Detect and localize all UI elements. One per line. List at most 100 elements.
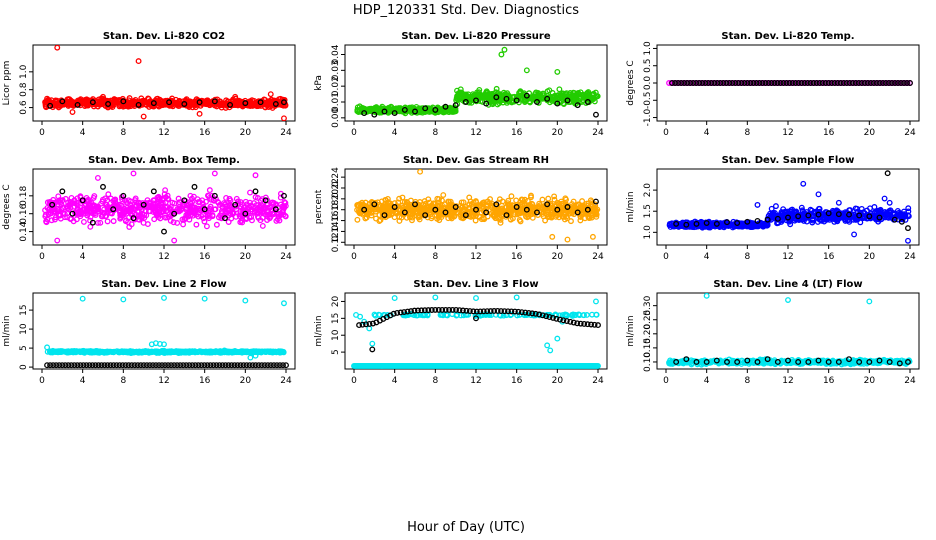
sample-point	[527, 95, 534, 102]
average-point	[281, 192, 287, 199]
sample-point	[798, 204, 805, 211]
sample-point	[385, 109, 392, 116]
sample-point	[143, 203, 150, 210]
sample-point	[101, 206, 108, 213]
average-point	[744, 80, 751, 86]
sample-point	[458, 199, 465, 206]
x-tick-label: 16	[823, 252, 835, 262]
sample-point	[67, 99, 74, 105]
average-point	[412, 201, 418, 208]
x-tick-label: 16	[199, 128, 211, 138]
x-tick-label: 12	[158, 376, 169, 386]
average-point	[283, 362, 289, 369]
sample-point	[267, 91, 274, 98]
average-point	[181, 101, 188, 107]
sample-point	[186, 208, 193, 215]
x-tick-label: 4	[392, 252, 398, 262]
x-tick-label: 12	[470, 376, 481, 386]
plot-area	[42, 170, 289, 244]
sample-point	[144, 221, 151, 228]
average-point	[554, 100, 561, 107]
y-tick-label: 5	[19, 345, 29, 351]
sample-point	[577, 213, 584, 220]
average-point	[150, 100, 157, 107]
average-point	[231, 362, 238, 369]
average-point	[747, 80, 754, 86]
sample-point	[764, 222, 771, 229]
sample-point	[193, 221, 200, 228]
sample-point	[127, 210, 134, 217]
x-tick-label: 0	[39, 128, 45, 138]
sample-point	[187, 192, 194, 199]
sample-point	[891, 214, 898, 221]
x-tick-label: 8	[120, 252, 126, 262]
average-point	[196, 99, 203, 106]
average-point	[473, 206, 479, 213]
sample-point	[462, 311, 469, 318]
plot-area	[351, 294, 601, 369]
sample-point	[871, 204, 878, 210]
sample-point	[235, 198, 241, 205]
y-tick-label: -1.0	[643, 108, 653, 126]
sample-point	[79, 295, 86, 302]
sample-point	[513, 197, 520, 204]
average-point	[242, 210, 249, 217]
y-tick-label: 0.22	[331, 178, 341, 198]
sample-point	[117, 212, 124, 219]
sample-point	[448, 214, 455, 221]
sample-point	[793, 208, 800, 215]
x-tick-label: 24	[280, 128, 292, 138]
average-point	[846, 80, 853, 86]
sample-point	[362, 215, 369, 222]
sample-point	[446, 198, 452, 205]
average-point	[222, 362, 229, 369]
sample-point	[468, 200, 475, 207]
sample-point	[466, 194, 473, 201]
sample-point	[156, 195, 163, 202]
sample-point	[261, 96, 268, 103]
average-point	[412, 108, 418, 115]
average-point	[544, 201, 551, 208]
average-point	[149, 362, 156, 369]
average-point	[673, 220, 680, 227]
average-point	[714, 80, 721, 86]
average-point	[819, 80, 826, 86]
sample-point	[238, 99, 245, 106]
average-point	[83, 362, 90, 369]
y-axis-label: ml/min	[2, 315, 12, 346]
y-tick-label: 15	[331, 313, 341, 324]
average-point	[831, 80, 838, 86]
average-point	[734, 220, 741, 226]
average-point	[696, 80, 703, 86]
sample-point	[83, 206, 90, 213]
y-tick-label: 2.0	[643, 183, 653, 198]
average-point	[432, 106, 439, 113]
sample-point	[507, 216, 514, 223]
x-tick-label: 12	[158, 252, 169, 262]
average-point	[137, 362, 144, 369]
sample-point	[263, 100, 270, 107]
average-point	[159, 362, 165, 369]
average-point	[764, 216, 771, 223]
average-point	[249, 362, 256, 369]
average-point	[861, 80, 868, 86]
sample-point	[267, 103, 274, 110]
sample-point	[886, 199, 893, 206]
sample-point	[74, 195, 81, 202]
average-point	[483, 209, 490, 216]
y-tick-label: 15	[19, 304, 29, 315]
sample-point	[87, 200, 93, 207]
average-point	[47, 362, 54, 369]
average-point	[795, 213, 802, 220]
x-tick-label: 4	[80, 376, 86, 386]
sample-point	[194, 205, 201, 212]
sample-point	[514, 211, 521, 218]
average-point	[442, 103, 449, 110]
average-point	[834, 80, 841, 86]
average-point	[717, 80, 724, 86]
sample-point	[399, 204, 406, 211]
sample-point	[568, 218, 574, 225]
sample-point	[535, 89, 542, 96]
